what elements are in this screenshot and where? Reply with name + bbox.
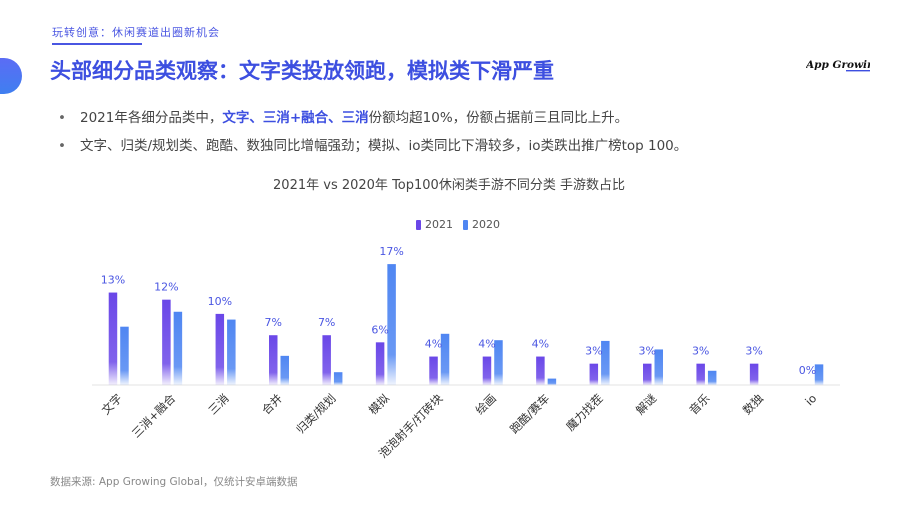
bar-2020-5	[387, 264, 396, 385]
category-label-4: 归类/规划	[293, 391, 338, 436]
chart-title: 2021年 vs 2020年 Top100休闲类手游不同分类 手游数占比	[273, 178, 625, 193]
bar-2021-11	[696, 363, 705, 385]
bar-2021-2	[215, 313, 225, 385]
data-label-2021-9: 3%	[585, 345, 602, 358]
data-label-2021-8: 4%	[532, 338, 549, 351]
bar-2020-1	[173, 311, 183, 385]
data-label-2020-max: 17%	[379, 245, 403, 258]
data-label-2021-13: 0%	[799, 364, 816, 377]
legend-swatch-2020	[463, 219, 468, 230]
chart-legend: 2021 2020	[416, 218, 500, 231]
category-label-1: 三消+融合	[129, 391, 179, 441]
category-label-9: 魔力找茬	[563, 391, 605, 433]
category-label-8: 跑酷/赛车	[507, 391, 552, 436]
legend-item-2020: 2020	[463, 218, 500, 231]
data-label-2021-0: 13%	[101, 274, 125, 287]
bar-2020-7	[494, 340, 503, 385]
category-label-2: 三消	[206, 391, 232, 417]
bar-2020-2	[227, 319, 236, 385]
legend-item-2021: 2021	[416, 218, 453, 231]
bar-2020-0	[120, 326, 129, 385]
bar-2021-6	[429, 356, 438, 385]
data-label-2021-7: 4%	[478, 338, 495, 351]
data-label-2021-6: 4%	[425, 338, 442, 351]
data-label-2021-11: 3%	[692, 345, 709, 358]
legend-label-2020: 2020	[472, 218, 500, 231]
bar-2021-12	[749, 363, 759, 385]
bullet-2-text: 文字、归类/规划类、跑酷、数独同比增幅强劲；模拟、io类同比下滑较多，io类跌出…	[80, 138, 688, 154]
logo-text: App Growing	[806, 59, 870, 71]
bullet-1-highlight: 文字、三消+融合、三消	[222, 110, 369, 126]
data-label-2021-3: 7%	[265, 316, 282, 329]
page-title: 头部细分品类观察：文字类投放领跑，模拟类下滑严重	[50, 59, 554, 83]
bar-2021-3	[269, 335, 278, 385]
breadcrumb: 玩转创意：休闲赛道出圈新机会	[52, 26, 220, 39]
chart-area: 2021年 vs 2020年 Top100休闲类手游不同分类 手游数占比 202…	[0, 160, 898, 460]
category-label-10: 解谜	[633, 391, 660, 418]
bar-2020-9	[601, 340, 610, 385]
bar-2020-3	[280, 355, 289, 385]
category-label-12: 数独	[740, 391, 767, 418]
bar-2020-13	[814, 364, 824, 385]
legend-label-2021: 2021	[425, 218, 453, 231]
bar-2021-9	[589, 363, 599, 385]
bar-2021-10	[643, 363, 652, 385]
data-label-2021-1: 12%	[154, 281, 178, 294]
bar-2020-4	[333, 372, 343, 385]
bullet-1-text-a: 2021年各细分品类中，	[80, 110, 223, 126]
bar-2020-10	[654, 349, 663, 385]
category-label-11: 音乐	[686, 391, 713, 418]
data-source-note: 数据来源: App Growing Global，仅统计安卓端数据	[50, 476, 298, 488]
bar-2021-7	[482, 356, 492, 385]
breadcrumb-underline	[52, 43, 142, 45]
category-label-13: io	[802, 391, 819, 408]
category-label-7: 绘画	[473, 391, 499, 417]
bar-chart: 13%文字12%三消+融合10%三消7%合并7%归类/规划6%模拟4%泡泡射手/…	[92, 245, 840, 460]
category-label-0: 文字	[99, 391, 125, 417]
bullet-1-text-b: 份额均超10%，份额占据前三且同比上升。	[368, 110, 629, 126]
bullet-list: 2021年各细分品类中，文字、三消+融合、三消份额均超10%，份额占据前三且同比…	[58, 104, 860, 160]
bar-2021-1	[162, 299, 171, 385]
bar-2020-6	[440, 333, 450, 385]
data-label-2021-5: 6%	[371, 323, 388, 336]
bullet-1: 2021年各细分品类中，文字、三消+融合、三消份额均超10%，份额占据前三且同比…	[58, 104, 860, 132]
data-label-2021-4: 7%	[318, 316, 335, 329]
bar-2021-0	[108, 292, 118, 385]
bar-2020-11	[707, 370, 717, 385]
bar-2020-8	[547, 378, 557, 385]
data-label-2021-2: 10%	[208, 295, 232, 308]
accent-tab	[0, 58, 22, 94]
app-growing-logo: App Growing	[806, 59, 870, 72]
bullet-2: 文字、归类/规划类、跑酷、数独同比增幅强劲；模拟、io类同比下滑较多，io类跌出…	[58, 132, 860, 160]
data-label-2021-10: 3%	[639, 345, 656, 358]
bar-2021-4	[322, 335, 331, 385]
category-label-3: 合并	[259, 391, 285, 417]
data-label-2021-12: 3%	[745, 345, 762, 358]
bar-2021-5	[375, 342, 385, 385]
bar-2021-8	[536, 356, 545, 385]
legend-swatch-2021	[416, 219, 421, 230]
category-label-5: 模拟	[366, 391, 393, 418]
